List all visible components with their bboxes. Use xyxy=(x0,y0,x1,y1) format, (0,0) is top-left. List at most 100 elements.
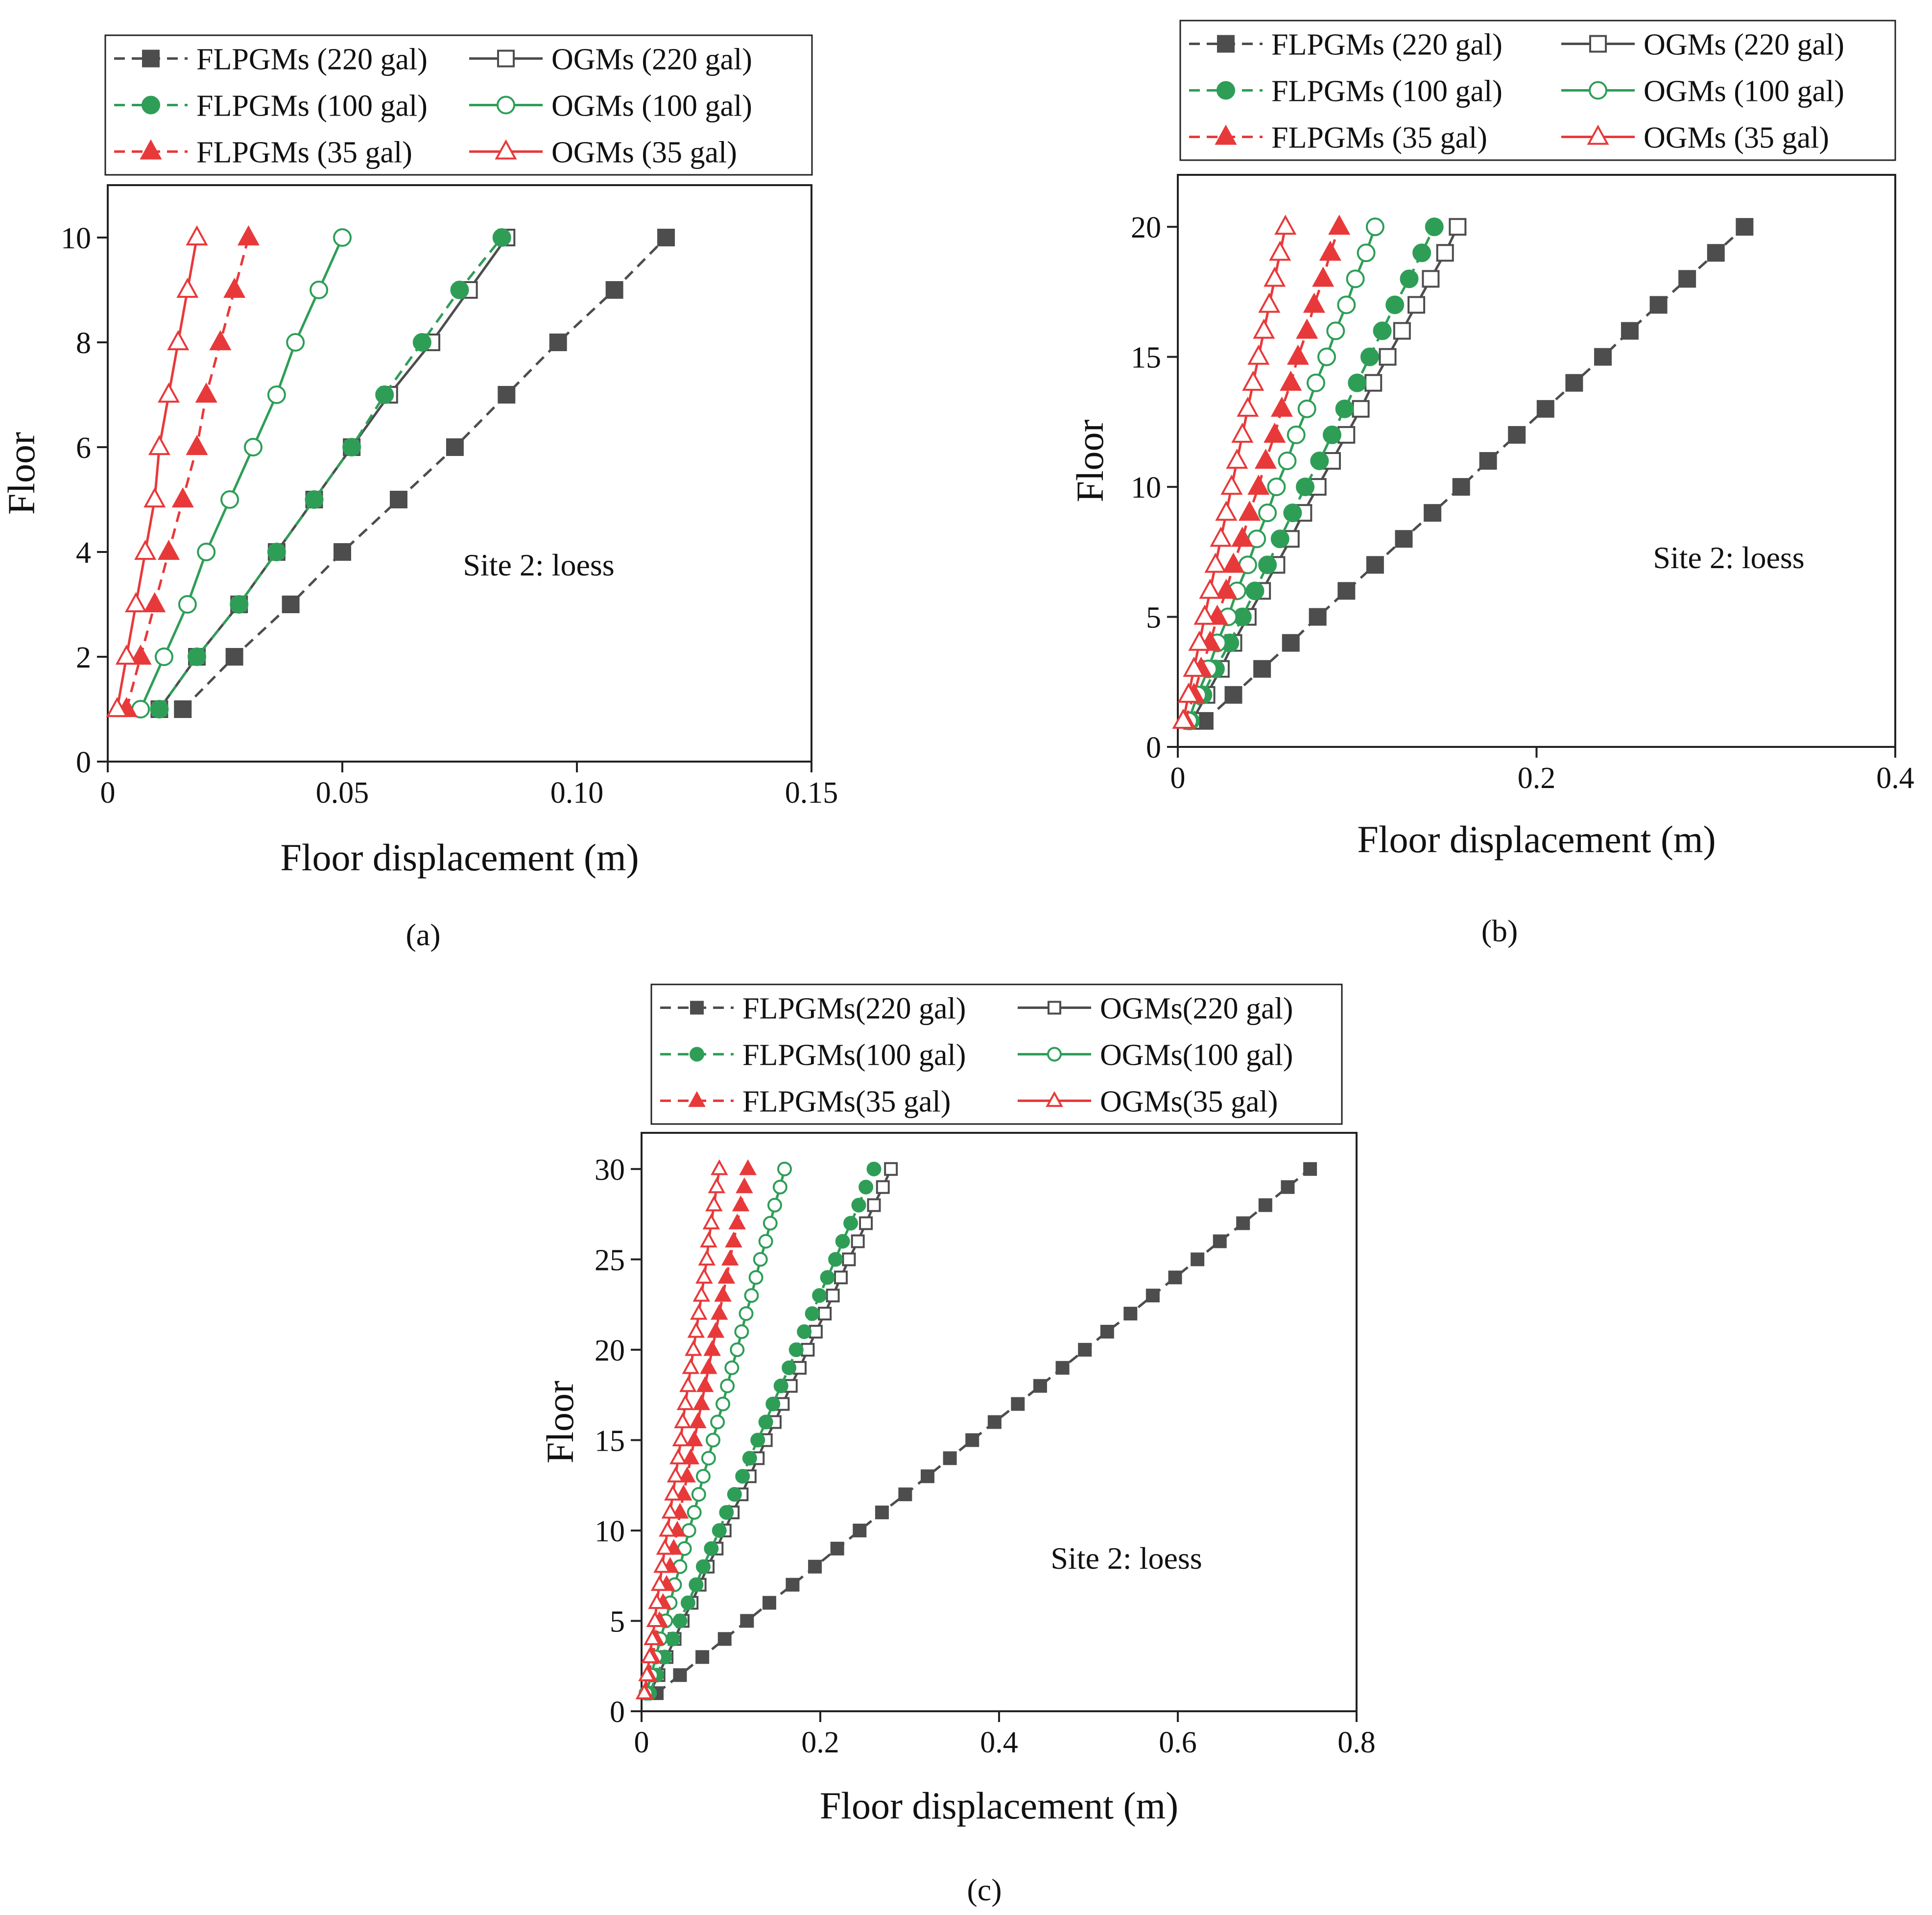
data-point xyxy=(1373,321,1392,340)
data-point xyxy=(695,1559,711,1574)
data-point xyxy=(748,1270,763,1285)
legend-marker xyxy=(1589,35,1607,53)
data-point xyxy=(1282,634,1300,652)
data-point xyxy=(150,700,169,718)
data-point xyxy=(1422,270,1440,288)
data-point xyxy=(1479,452,1497,470)
data-point xyxy=(758,1414,773,1430)
y-tick-label: 10 xyxy=(61,222,91,255)
data-point xyxy=(1400,269,1419,288)
legend-marker xyxy=(688,1091,706,1107)
data-point xyxy=(1204,552,1227,573)
data-point xyxy=(772,1179,787,1195)
data-point xyxy=(1191,1252,1205,1267)
data-point xyxy=(717,1632,732,1646)
data-point xyxy=(721,1249,739,1266)
data-point xyxy=(867,1198,881,1212)
data-point xyxy=(685,1340,702,1356)
y-tick-label: 5 xyxy=(610,1605,625,1638)
data-point xyxy=(943,1451,957,1465)
data-point xyxy=(1360,347,1379,366)
y-tick-label: 0 xyxy=(610,1696,625,1729)
data-point xyxy=(1033,1379,1047,1393)
data-point xyxy=(1287,344,1309,365)
data-point xyxy=(788,1342,804,1357)
data-point xyxy=(188,647,207,666)
x-axis-label: Floor displacement (m) xyxy=(820,1784,1178,1827)
data-point xyxy=(375,385,394,404)
data-point xyxy=(1352,400,1370,418)
data-point xyxy=(176,278,199,298)
data-point xyxy=(692,1286,711,1302)
data-point xyxy=(705,1195,723,1212)
data-point xyxy=(763,1216,778,1231)
data-point xyxy=(724,1360,739,1375)
data-point xyxy=(1366,556,1384,574)
data-point xyxy=(1508,426,1526,444)
legend-marker xyxy=(1047,1047,1062,1062)
data-point xyxy=(809,1324,823,1339)
data-point xyxy=(674,1412,692,1429)
data-point xyxy=(805,1306,820,1321)
x-tick-label: 0.4 xyxy=(1876,762,1914,795)
legend-label: FLPGMs (100 gal) xyxy=(1271,75,1503,108)
legend-label: FLPGMs (35 gal) xyxy=(196,136,412,169)
data-point xyxy=(143,592,166,613)
series-line xyxy=(125,237,250,710)
legend-label: FLPGMs(220 gal) xyxy=(742,992,966,1026)
data-point xyxy=(884,1162,898,1176)
data-point xyxy=(717,1268,736,1284)
data-point xyxy=(773,1378,788,1393)
data-point xyxy=(664,1484,682,1501)
data-point xyxy=(797,1324,812,1339)
data-point xyxy=(728,1213,746,1230)
series-flpgms-220-gal- xyxy=(650,1162,1317,1700)
data-point xyxy=(672,1613,688,1628)
data-point xyxy=(223,278,246,298)
data-point xyxy=(1237,396,1259,417)
data-point xyxy=(644,1629,661,1645)
data-point xyxy=(157,383,180,403)
data-point xyxy=(673,1668,687,1682)
data-point xyxy=(672,1430,690,1446)
data-point xyxy=(736,1177,753,1194)
data-point xyxy=(1412,243,1431,263)
x-tick-label: 0.8 xyxy=(1337,1726,1376,1759)
legend-label: OGMs (220 gal) xyxy=(551,43,752,76)
data-point xyxy=(1267,478,1286,497)
data-point xyxy=(898,1487,912,1502)
data-point xyxy=(685,1430,703,1446)
data-point xyxy=(707,1322,725,1338)
data-point xyxy=(653,1556,671,1573)
data-point xyxy=(1011,1397,1025,1411)
data-point xyxy=(710,1414,725,1430)
data-point xyxy=(1385,295,1405,314)
site-annotation: Site 2: loess xyxy=(1050,1541,1202,1576)
data-point xyxy=(1425,217,1444,237)
data-point xyxy=(641,1647,659,1663)
data-point xyxy=(1278,452,1297,470)
y-axis-label: Floor xyxy=(539,1381,581,1463)
data-point xyxy=(801,1342,815,1357)
legend-marker xyxy=(1048,1001,1061,1015)
data-point xyxy=(678,1466,696,1483)
legend-marker xyxy=(142,49,160,68)
data-point xyxy=(679,1376,697,1392)
data-point xyxy=(725,1231,742,1248)
legend-item: FLPGMs(220 gal) xyxy=(660,992,966,1026)
legend-item: OGMs (35 gal) xyxy=(469,136,737,169)
legend-label: OGMs (35 gal) xyxy=(551,136,737,169)
data-point xyxy=(661,1503,679,1519)
legend-marker xyxy=(140,139,162,160)
data-point xyxy=(1407,296,1426,314)
data-point xyxy=(267,385,286,404)
y-tick-label: 10 xyxy=(1131,471,1161,504)
y-axis-label: Floor xyxy=(1069,419,1111,502)
data-point xyxy=(1395,530,1413,548)
data-point xyxy=(1649,296,1668,314)
data-point xyxy=(1335,399,1354,418)
y-tick-label: 5 xyxy=(1146,601,1161,635)
data-point xyxy=(1177,682,1200,703)
data-point xyxy=(178,595,197,614)
